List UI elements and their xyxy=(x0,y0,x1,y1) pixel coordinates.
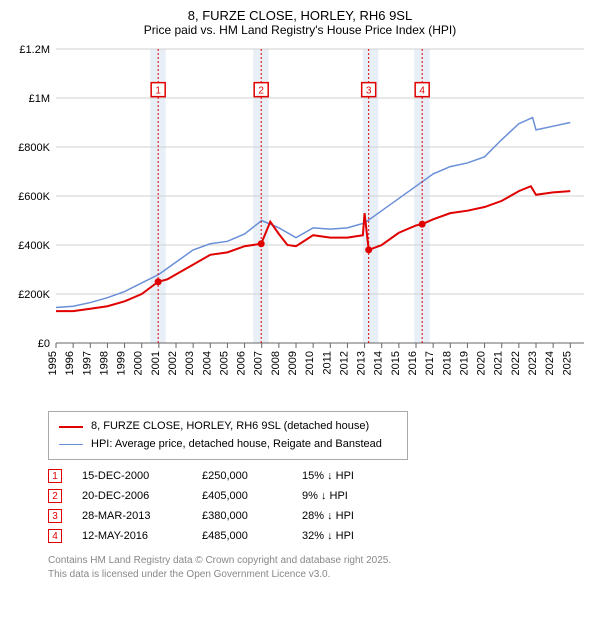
sale-marker: 1 xyxy=(48,469,62,483)
sale-price: £250,000 xyxy=(202,470,282,482)
marker-number: 3 xyxy=(366,86,372,97)
x-axis-label: 2025 xyxy=(561,351,573,375)
footer-attribution: Contains HM Land Registry data © Crown c… xyxy=(48,554,588,581)
x-axis-label: 2022 xyxy=(510,351,522,375)
x-axis-label: 2017 xyxy=(424,351,436,375)
y-axis-label: £200K xyxy=(18,289,50,301)
y-axis-label: £400K xyxy=(18,240,50,252)
x-axis-label: 2016 xyxy=(407,351,419,375)
x-axis-label: 2009 xyxy=(287,351,299,375)
x-axis-label: 2023 xyxy=(527,351,539,375)
legend-swatch xyxy=(59,426,83,428)
marker-number: 4 xyxy=(419,86,425,97)
sale-row: 2 20-DEC-2006 £405,000 9% ↓ HPI xyxy=(48,486,588,506)
sale-row: 4 12-MAY-2016 £485,000 32% ↓ HPI xyxy=(48,526,588,546)
legend-item: 8, FURZE CLOSE, HORLEY, RH6 9SL (detache… xyxy=(59,418,397,436)
sale-marker: 3 xyxy=(48,509,62,523)
marker-dot xyxy=(419,221,426,228)
x-axis-label: 2013 xyxy=(356,351,368,375)
sale-diff: 15% ↓ HPI xyxy=(302,470,392,482)
sale-price: £485,000 xyxy=(202,530,282,542)
x-axis-label: 2007 xyxy=(253,351,265,375)
x-axis-label: 2021 xyxy=(493,351,505,375)
legend-item: HPI: Average price, detached house, Reig… xyxy=(59,436,397,454)
sale-date: 28-MAR-2013 xyxy=(82,510,182,522)
y-axis-label: £800K xyxy=(18,142,50,154)
sales-table: 1 15-DEC-2000 £250,000 15% ↓ HPI 2 20-DEC-200… xyxy=(48,466,588,546)
legend-swatch xyxy=(59,444,83,445)
x-axis-label: 2006 xyxy=(236,351,248,375)
sale-price: £380,000 xyxy=(202,510,282,522)
sale-row: 1 15-DEC-2000 £250,000 15% ↓ HPI xyxy=(48,466,588,486)
x-axis-label: 1997 xyxy=(81,351,93,375)
sale-date: 20-DEC-2006 xyxy=(82,490,182,502)
sale-date: 15-DEC-2000 xyxy=(82,470,182,482)
x-axis-label: 2018 xyxy=(441,351,453,375)
x-axis-label: 2014 xyxy=(373,351,385,375)
legend-label: 8, FURZE CLOSE, HORLEY, RH6 9SL (detache… xyxy=(91,418,369,436)
x-axis-label: 1998 xyxy=(98,351,110,375)
x-axis-label: 2000 xyxy=(133,351,145,375)
y-axis-label: £1M xyxy=(29,93,50,105)
x-axis-label: 2010 xyxy=(304,351,316,375)
sale-diff: 32% ↓ HPI xyxy=(302,530,392,542)
sale-price: £405,000 xyxy=(202,490,282,502)
x-axis-label: 1995 xyxy=(47,351,59,375)
sale-date: 12-MAY-2016 xyxy=(82,530,182,542)
x-axis-label: 2005 xyxy=(218,351,230,375)
sale-marker: 2 xyxy=(48,489,62,503)
chart-plot-area: £0 £200K £400K £600K £800K £1M £1.2M 1995 1996 19… xyxy=(12,43,588,403)
x-axis-label: 2003 xyxy=(184,351,196,375)
series-price_paid xyxy=(56,186,570,311)
marker-number: 1 xyxy=(155,86,161,97)
footer-line-2: This data is licensed under the Open Gov… xyxy=(48,568,588,582)
x-axis-label: 2011 xyxy=(321,351,333,375)
x-axis-label: 2015 xyxy=(390,351,402,375)
chart-title: 8, FURZE CLOSE, HORLEY, RH6 9SL xyxy=(12,8,588,23)
x-axis-label: 1996 xyxy=(64,351,76,375)
chart-legend: 8, FURZE CLOSE, HORLEY, RH6 9SL (detache… xyxy=(48,411,408,460)
x-axis-label: 2001 xyxy=(150,351,162,375)
legend-label: HPI: Average price, detached house, Reig… xyxy=(91,436,382,454)
x-axis-label: 2008 xyxy=(270,351,282,375)
marker-dot xyxy=(155,278,162,285)
chart-svg: £0 £200K £400K £600K £800K £1M £1.2M 1995 1996 19… xyxy=(12,43,588,403)
x-axis-label: 1999 xyxy=(116,351,128,375)
footer-line-1: Contains HM Land Registry data © Crown c… xyxy=(48,554,588,568)
x-axis-label: 2012 xyxy=(338,351,350,375)
chart-subtitle: Price paid vs. HM Land Registry's House … xyxy=(12,23,588,37)
x-axis-label: 2002 xyxy=(167,351,179,375)
x-axis-label: 2004 xyxy=(201,351,213,375)
y-axis-label: £600K xyxy=(18,191,50,203)
x-axis-label: 2020 xyxy=(476,351,488,375)
sale-row: 3 28-MAR-2013 £380,000 28% ↓ HPI xyxy=(48,506,588,526)
series-hpi xyxy=(56,118,570,308)
chart-container: 8, FURZE CLOSE, HORLEY, RH6 9SL Price pa… xyxy=(0,0,600,620)
marker-dot xyxy=(258,240,265,247)
marker-dot xyxy=(365,246,372,253)
x-axis-label: 2024 xyxy=(544,351,556,375)
sale-diff: 9% ↓ HPI xyxy=(302,490,392,502)
y-axis-label: £0 xyxy=(38,338,50,350)
sale-marker: 4 xyxy=(48,529,62,543)
x-axis-label: 2019 xyxy=(458,351,470,375)
y-axis-label: £1.2M xyxy=(19,44,50,56)
sale-diff: 28% ↓ HPI xyxy=(302,510,392,522)
marker-number: 2 xyxy=(258,86,264,97)
